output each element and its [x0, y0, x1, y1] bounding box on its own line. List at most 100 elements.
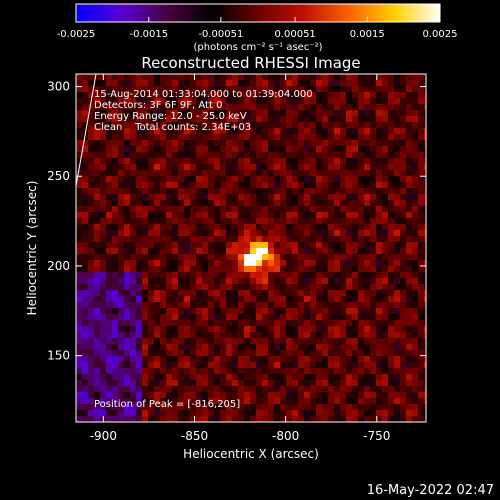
heatmap-pixel	[358, 362, 364, 368]
heatmap-pixel	[130, 338, 136, 344]
heatmap-pixel	[208, 266, 214, 272]
heatmap-pixel	[124, 182, 130, 188]
heatmap-pixel	[358, 290, 364, 296]
heatmap-pixel	[286, 92, 292, 98]
heatmap-pixel	[382, 176, 388, 182]
chart-title: Reconstructed RHESSI Image	[141, 54, 360, 72]
heatmap-pixel	[226, 158, 232, 164]
heatmap-pixel	[316, 266, 322, 272]
heatmap-pixel	[298, 278, 304, 284]
heatmap-pixel	[136, 386, 142, 392]
heatmap-pixel	[136, 344, 142, 350]
heatmap-pixel	[346, 266, 352, 272]
heatmap-pixel	[166, 212, 172, 218]
heatmap-pixel	[322, 260, 328, 266]
heatmap-pixel	[418, 302, 424, 308]
heatmap-pixel	[214, 332, 220, 338]
heatmap-pixel	[190, 314, 196, 320]
heatmap-pixel	[298, 86, 304, 92]
heatmap-pixel	[94, 242, 100, 248]
heatmap-pixel	[136, 170, 142, 176]
heatmap-pixel	[292, 122, 298, 128]
heatmap-pixel	[364, 350, 370, 356]
info-clean-counts: Clean Total counts: 2.34E+03	[94, 122, 251, 133]
heatmap-pixel	[214, 356, 220, 362]
heatmap-pixel	[370, 230, 376, 236]
heatmap-pixel	[370, 332, 376, 338]
heatmap-pixel	[286, 188, 292, 194]
heatmap-pixel	[370, 278, 376, 284]
heatmap-pixel	[112, 296, 118, 302]
heatmap-pixel	[232, 200, 238, 206]
heatmap-pixel	[376, 80, 382, 86]
heatmap-pixel	[76, 224, 82, 230]
heatmap-pixel	[154, 272, 160, 278]
heatmap-pixel	[148, 110, 154, 116]
heatmap-pixel	[208, 344, 214, 350]
heatmap-pixel	[400, 152, 406, 158]
heatmap-pixel	[190, 146, 196, 152]
heatmap-pixel	[268, 320, 274, 326]
colorbar-unit-label: (photons cm⁻² s⁻¹ asec⁻²)	[193, 42, 322, 53]
heatmap-pixel	[370, 410, 376, 416]
heatmap-pixel	[232, 278, 238, 284]
heatmap-pixel	[382, 368, 388, 374]
heatmap-pixel	[232, 314, 238, 320]
heatmap-pixel	[274, 392, 280, 398]
heatmap-pixel	[388, 110, 394, 116]
heatmap-pixel	[406, 176, 412, 182]
heatmap-pixel	[310, 308, 316, 314]
heatmap-pixel	[214, 308, 220, 314]
heatmap-pixel	[202, 308, 208, 314]
heatmap-pixel	[322, 320, 328, 326]
heatmap-pixel	[244, 344, 250, 350]
heatmap-pixel	[316, 200, 322, 206]
heatmap-pixel	[310, 212, 316, 218]
heatmap-pixel	[376, 380, 382, 386]
heatmap-pixel	[298, 368, 304, 374]
heatmap-pixel	[76, 230, 82, 236]
heatmap-pixel	[202, 122, 208, 128]
heatmap-pixel	[358, 206, 364, 212]
heatmap-pixel	[178, 200, 184, 206]
heatmap-pixel	[280, 146, 286, 152]
heatmap-pixel	[328, 308, 334, 314]
heatmap-pixel	[352, 182, 358, 188]
x-axis-label: Heliocentric X (arcsec)	[183, 447, 319, 461]
heatmap-pixel	[334, 368, 340, 374]
heatmap-pixel	[388, 158, 394, 164]
heatmap-pixel	[118, 128, 124, 134]
heatmap-pixel	[250, 302, 256, 308]
heatmap-pixel	[280, 182, 286, 188]
heatmap-pixel	[244, 176, 250, 182]
heatmap-pixel	[100, 380, 106, 386]
heatmap-pixel	[310, 224, 316, 230]
heatmap-pixel	[268, 104, 274, 110]
heatmap-pixel	[124, 110, 130, 116]
heatmap-pixel	[154, 296, 160, 302]
heatmap-pixel	[280, 98, 286, 104]
heatmap-pixel	[184, 206, 190, 212]
heatmap-pixel	[94, 200, 100, 206]
heatmap-pixel	[340, 302, 346, 308]
heatmap-pixel	[154, 314, 160, 320]
heatmap-pixel	[286, 170, 292, 176]
heatmap-pixel	[136, 194, 142, 200]
heatmap-pixel	[394, 200, 400, 206]
heatmap-pixel	[82, 86, 88, 92]
heatmap-pixel	[76, 92, 82, 98]
heatmap-pixel	[304, 404, 310, 410]
heatmap-pixel	[298, 128, 304, 134]
heatmap-pixel	[190, 302, 196, 308]
x-axis-ticks: -900 -850 -800 -750	[90, 74, 390, 443]
heatmap-pixel	[130, 356, 136, 362]
heatmap-pixel	[328, 176, 334, 182]
info-detectors: Detectors: 3F 6F 9F, Att 0	[94, 100, 222, 111]
heatmap-pixel	[280, 386, 286, 392]
heatmap-pixel	[280, 158, 286, 164]
heatmap-pixel	[208, 206, 214, 212]
heatmap-pixel	[304, 146, 310, 152]
heatmap-pixel	[172, 344, 178, 350]
heatmap-pixel	[82, 356, 88, 362]
heatmap-pixel	[136, 308, 142, 314]
